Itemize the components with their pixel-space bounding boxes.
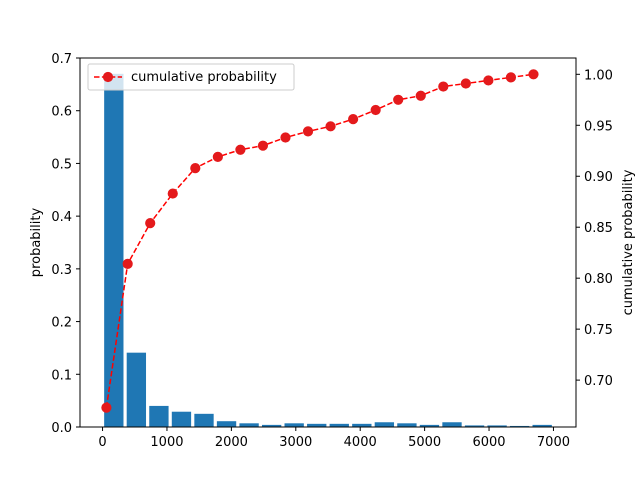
cumulative-point-18 xyxy=(505,72,517,83)
bar-19 xyxy=(532,424,552,427)
bar-7 xyxy=(261,424,282,427)
cumulative-point-10 xyxy=(325,121,336,132)
x-axis-ticks: 0 1000 2000 3000 4000 5000 6000 7000 xyxy=(98,427,570,450)
legend-marker-sample xyxy=(102,71,114,83)
cumulative-point-1 xyxy=(122,258,133,270)
bar-13 xyxy=(397,423,417,427)
bar-8 xyxy=(284,423,304,427)
legend: cumulative probability xyxy=(87,63,295,91)
bar-5 xyxy=(216,421,237,427)
bar-10 xyxy=(329,423,349,427)
y-right-tick-label-6: 1.00 xyxy=(584,68,613,83)
cumulative-point-4 xyxy=(190,162,201,174)
bar-1 xyxy=(126,352,147,427)
y-right-tick-label-0: 0.70 xyxy=(584,374,613,389)
bar-0 xyxy=(104,73,124,428)
x-tick-label-6: 6000 xyxy=(472,435,505,450)
cumulative-point-11 xyxy=(348,114,359,125)
cumulative-point-0 xyxy=(101,402,112,413)
bar-12 xyxy=(374,422,395,427)
cumulative-point-5 xyxy=(212,151,223,162)
cumulative-point-16 xyxy=(460,78,471,89)
bar-6 xyxy=(239,423,259,427)
cumulative-point-15 xyxy=(438,81,449,92)
bars-group xyxy=(104,73,552,428)
x-tick-label-0: 0 xyxy=(98,435,106,450)
x-tick-label-1: 1000 xyxy=(150,435,183,450)
bar-17 xyxy=(487,425,507,427)
bar-16 xyxy=(464,425,485,427)
y-right-axis-ticks: 0.70 0.75 0.80 0.85 0.90 0.95 1.00 xyxy=(576,68,613,389)
y-left-tick-label-3: 0.3 xyxy=(51,263,72,278)
y-right-tick-label-5: 0.95 xyxy=(584,119,613,134)
y-right-tick-label-2: 0.80 xyxy=(584,272,613,287)
cumulative-point-6 xyxy=(235,144,246,155)
bar-15 xyxy=(442,422,462,427)
cumulative-point-12 xyxy=(370,104,381,116)
cumulative-point-19 xyxy=(528,69,539,80)
cumulative-point-2 xyxy=(145,218,156,229)
x-tick-label-7: 7000 xyxy=(537,435,570,450)
cumulative-point-3 xyxy=(167,188,178,199)
y-right-tick-label-4: 0.90 xyxy=(584,170,613,185)
cumulative-point-17 xyxy=(483,75,494,86)
cumulative-line-group xyxy=(101,69,539,413)
cumulative-point-7 xyxy=(257,140,269,151)
y-left-tick-label-5: 0.5 xyxy=(51,157,72,172)
bar-3 xyxy=(171,411,192,427)
y-left-tick-label-0: 0.0 xyxy=(51,421,72,436)
legend-box xyxy=(87,63,295,91)
y-left-tick-label-2: 0.2 xyxy=(51,316,72,331)
x-tick-label-3: 3000 xyxy=(279,435,312,450)
cumulative-point-8 xyxy=(280,132,291,143)
axes-frame xyxy=(79,57,577,428)
bar-14 xyxy=(419,424,440,427)
cumulative-point-14 xyxy=(415,90,426,101)
bar-18 xyxy=(509,425,530,427)
y-left-tick-label-1: 0.1 xyxy=(51,368,72,383)
bar-9 xyxy=(307,423,327,427)
x-tick-label-4: 4000 xyxy=(344,435,377,450)
y-right-tick-label-1: 0.75 xyxy=(584,323,613,338)
y-left-tick-label-6: 0.6 xyxy=(51,105,72,120)
y-left-axis-label: probability xyxy=(29,208,44,278)
bar-11 xyxy=(352,423,372,427)
y-left-tick-label-4: 0.4 xyxy=(51,210,72,225)
y-left-axis-ticks: 0.0 0.1 0.2 0.3 0.4 0.5 0.6 0.7 xyxy=(51,52,80,436)
cumulative-point-13 xyxy=(393,94,404,105)
bar-2 xyxy=(149,405,169,427)
y-left-tick-label-7: 0.7 xyxy=(51,52,72,67)
cumulative-point-9 xyxy=(302,126,314,137)
y-right-axis-label: cumulative probability xyxy=(621,169,636,315)
legend-entry-label: cumulative probability xyxy=(131,70,277,85)
x-tick-label-2: 2000 xyxy=(215,435,248,450)
bar-4 xyxy=(194,413,214,427)
x-tick-label-5: 5000 xyxy=(408,435,441,450)
y-right-tick-label-3: 0.85 xyxy=(584,221,613,236)
